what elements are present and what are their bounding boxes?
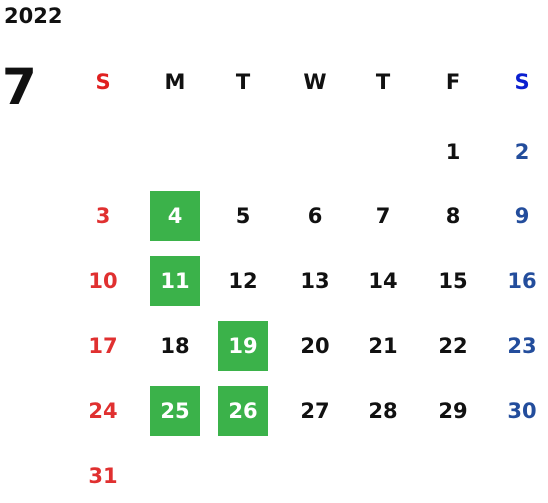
weekday-header: F [445, 70, 461, 94]
weekday-header: S [95, 70, 111, 94]
day: 27 [300, 399, 330, 423]
weekday-header: T [375, 70, 391, 94]
day: 10 [88, 269, 118, 293]
day: 15 [438, 269, 468, 293]
day: 12 [228, 269, 258, 293]
highlighted-day: 19 [218, 321, 268, 371]
day: 17 [88, 334, 118, 358]
day: 30 [507, 399, 537, 423]
year: 2022 [4, 4, 63, 28]
day: 14 [368, 269, 398, 293]
day: 28 [368, 399, 398, 423]
day: 18 [160, 334, 190, 358]
month: 7 [2, 58, 37, 116]
day: 29 [438, 399, 468, 423]
day: 21 [368, 334, 398, 358]
day: 9 [514, 204, 530, 228]
weekday-header: M [164, 70, 186, 94]
day: 6 [307, 204, 323, 228]
highlighted-day: 11 [150, 256, 200, 306]
day: 22 [438, 334, 468, 358]
weekday-header: S [514, 70, 530, 94]
highlighted-day: 4 [150, 191, 200, 241]
day: 16 [507, 269, 537, 293]
day: 20 [300, 334, 330, 358]
highlighted-day: 25 [150, 386, 200, 436]
day: 2 [514, 140, 530, 164]
weekday-header: W [303, 70, 327, 94]
day: 1 [445, 140, 461, 164]
day: 3 [95, 204, 111, 228]
day: 31 [88, 464, 118, 488]
weekday-header: T [235, 70, 251, 94]
day: 13 [300, 269, 330, 293]
highlighted-day: 26 [218, 386, 268, 436]
day: 24 [88, 399, 118, 423]
day: 23 [507, 334, 537, 358]
day: 5 [235, 204, 251, 228]
day: 8 [445, 204, 461, 228]
day: 7 [375, 204, 391, 228]
